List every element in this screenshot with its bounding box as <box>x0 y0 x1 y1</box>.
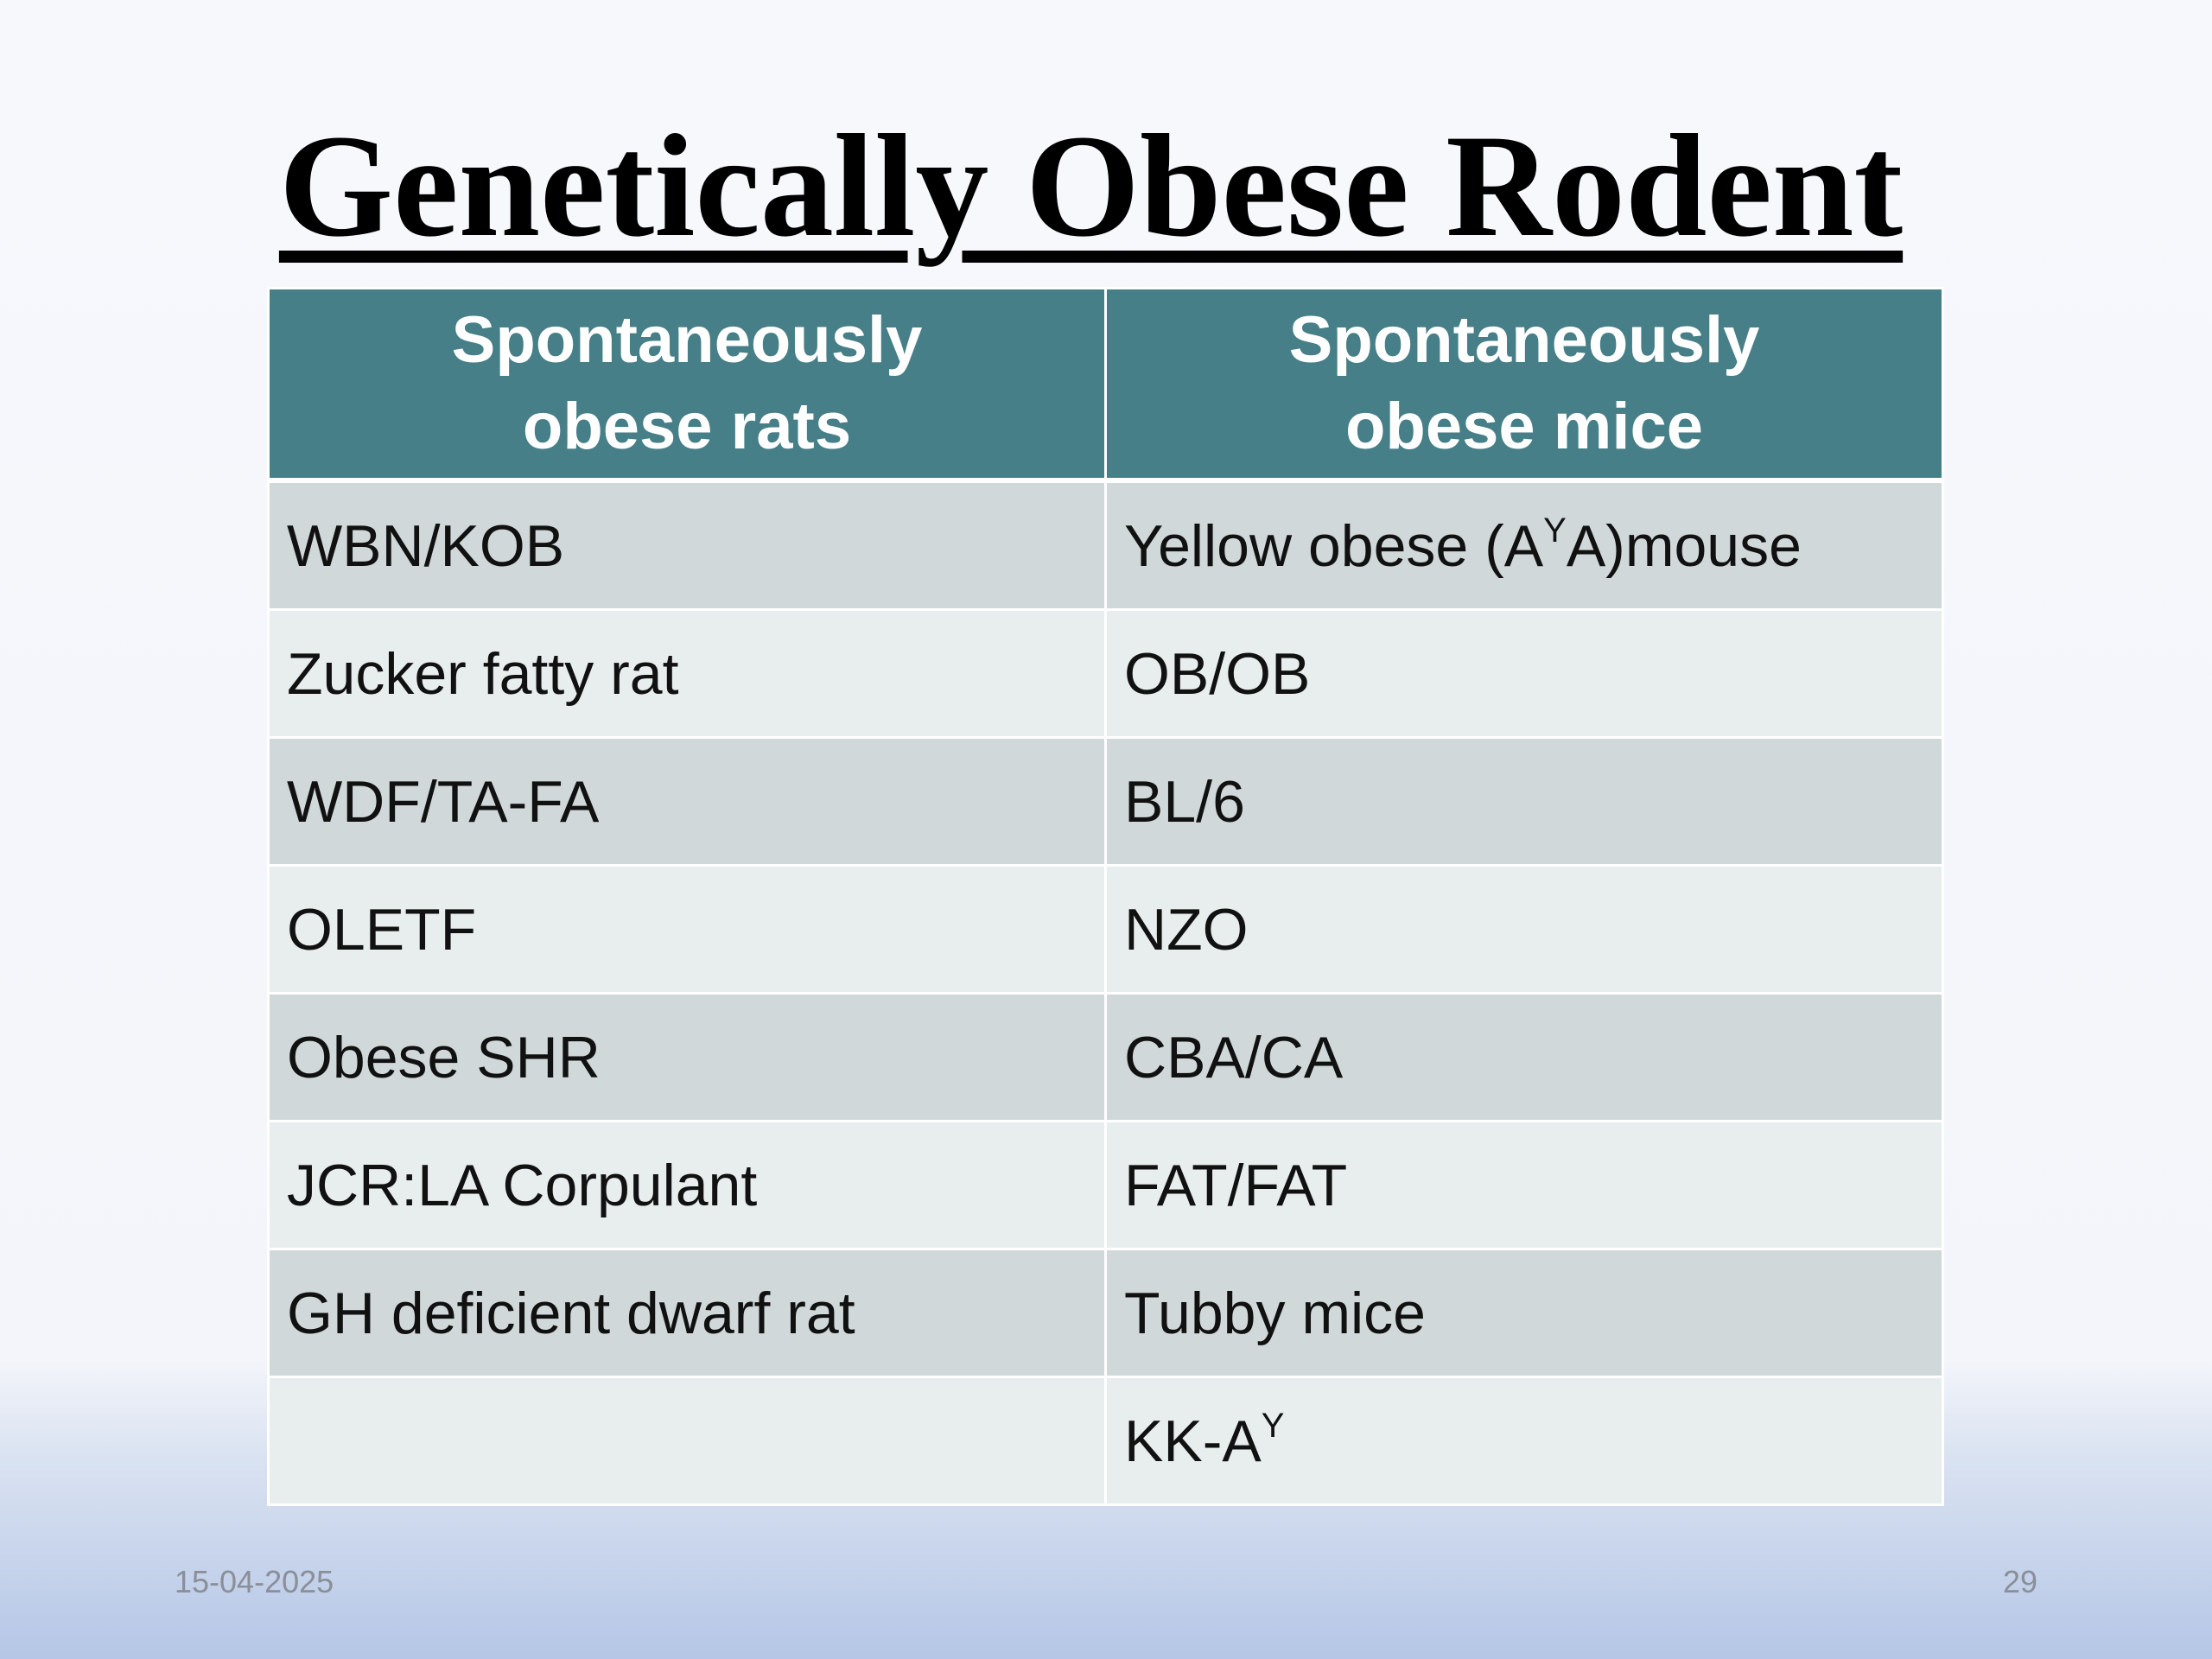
slide-number: 29 <box>2003 1564 2038 1599</box>
table-cell: OLETF <box>267 864 1107 995</box>
superscript: Y <box>1543 511 1567 550</box>
table-cell: FAT/FAT <box>1104 1120 1944 1250</box>
table-row: WBN/KOB Yellow obese (AYA)mouse <box>267 479 1944 611</box>
table-cell: OB/OB <box>1104 608 1944 739</box>
table-row: JCR:LA Corpulant FAT/FAT <box>267 1120 1944 1250</box>
text-run: Yellow obese (A <box>1124 512 1544 579</box>
text-run: A)mouse <box>1566 512 1802 579</box>
table-cell: Zucker fatty rat <box>267 608 1107 739</box>
table-cell: WDF/TA-FA <box>267 736 1107 867</box>
table-row: KK-AY <box>267 1376 1944 1506</box>
table-cell: Tubby mice <box>1104 1248 1944 1378</box>
header-cell: Spontaneously obese mice <box>1104 287 1944 483</box>
table-cell: GH deficient dwarf rat <box>267 1248 1107 1378</box>
table-body: WBN/KOB Yellow obese (AYA)mouse Zucker fat… <box>267 479 1944 1506</box>
table-row: Obese SHR CBA/CA <box>267 992 1944 1122</box>
table-row: Zucker fatty rat OB/OB <box>267 608 1944 739</box>
table-cell: CBA/CA <box>1104 992 1944 1122</box>
table-cell: BL/6 <box>1104 736 1944 867</box>
slide-title: Genetically Obese Rodent <box>278 105 1904 267</box>
table-cell: NZO <box>1104 864 1944 995</box>
text-run: KK-A <box>1124 1408 1262 1474</box>
header-cell: Spontaneously obese rats <box>267 287 1107 483</box>
table-row: WDF/TA-FA BL/6 <box>267 736 1944 867</box>
table-row: OLETF NZO <box>267 864 1944 995</box>
table-cell: JCR:LA Corpulant <box>267 1120 1107 1250</box>
table-cell: KK-AY <box>1104 1376 1944 1506</box>
table-cell: WBN/KOB <box>267 479 1107 611</box>
table-cell: Yellow obese (AYA)mouse <box>1104 479 1944 611</box>
table-cell: Obese SHR <box>267 992 1107 1122</box>
table-row: GH deficient dwarf rat Tubby mice <box>267 1248 1944 1378</box>
superscript: Y <box>1261 1406 1285 1445</box>
slide-date: 15-04-2025 <box>175 1564 334 1599</box>
rodent-table: Spontaneously obese rats Spontaneously ob… <box>267 287 1944 1506</box>
table-header: Spontaneously obese rats Spontaneously ob… <box>267 287 1944 483</box>
empty-cell <box>267 1376 1107 1506</box>
